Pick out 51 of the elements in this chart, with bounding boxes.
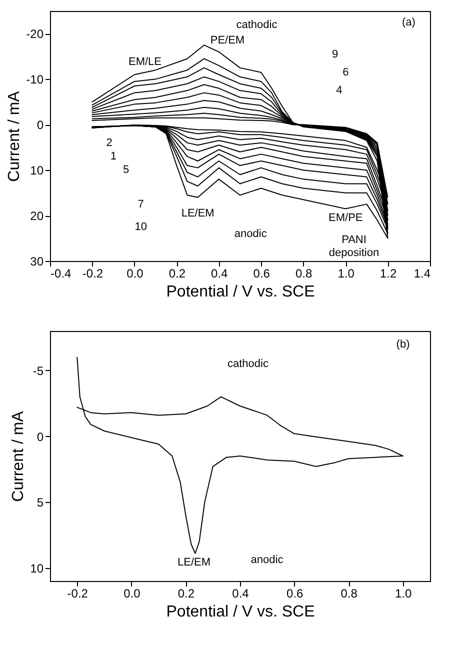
x-tick-label: 1.2 xyxy=(380,266,397,280)
annotation: EM/LE xyxy=(128,56,162,68)
x-tick-label: 0.2 xyxy=(168,266,186,280)
x-tick-label: 0.8 xyxy=(295,266,312,280)
y-tick-label: 10 xyxy=(30,561,44,576)
x-tick-label: 1.0 xyxy=(338,266,355,280)
x-tick-label: 0.2 xyxy=(178,586,195,600)
x-tick-label: -0.4 xyxy=(50,266,72,280)
annotation: 1 xyxy=(110,150,117,162)
x-tick-label: 0.4 xyxy=(211,266,228,280)
y-tick-label: -20 xyxy=(26,27,44,42)
y-tick-label: 5 xyxy=(36,496,44,510)
x-axis-title: Potential / V vs. SCE xyxy=(166,284,315,300)
x-tick-label: 0.0 xyxy=(126,266,144,280)
y-tick-label: 10 xyxy=(30,164,44,178)
x-tick-label: 0.8 xyxy=(340,586,358,600)
annotation: anodic xyxy=(250,554,284,566)
y-tick-label: 20 xyxy=(30,209,44,224)
annotation: 7 xyxy=(138,198,144,210)
annotation: anodic xyxy=(234,228,268,240)
x-tick-label: 0.6 xyxy=(253,266,270,280)
annotation: 10 xyxy=(134,221,147,233)
annotation: PANI deposition xyxy=(328,234,380,259)
annotation: PE/EM xyxy=(210,34,245,46)
annotation: LE/EM xyxy=(178,556,211,568)
y-axis-title: Current / mA xyxy=(10,410,28,502)
annotation: EM/PE xyxy=(328,212,363,224)
annotation: cathodic xyxy=(236,18,278,31)
annotation: 5 xyxy=(122,164,130,176)
x-tick-label: 1.0 xyxy=(395,586,412,600)
annotation: cathodic xyxy=(227,358,269,370)
x-tick-label: 1.4 xyxy=(414,266,431,280)
y-tick-label: -10 xyxy=(26,72,44,87)
x-tick-label: 0.4 xyxy=(232,586,250,600)
x-axis-title: Potential / V vs. SCE xyxy=(166,604,315,620)
annotation: LE/EM xyxy=(181,207,214,220)
y-tick-label: 0 xyxy=(36,430,44,444)
annotation: (a) xyxy=(402,16,416,28)
y-axis-title: Current / mA xyxy=(6,90,24,182)
annotation: 4 xyxy=(336,84,342,96)
x-tick-label: -0.2 xyxy=(67,586,88,600)
x-tick-label: 0.0 xyxy=(124,586,141,600)
y-tick-label: -5 xyxy=(32,364,44,378)
annotation: (b) xyxy=(396,338,410,350)
annotation: 9 xyxy=(332,48,338,60)
x-tick-label: 0.6 xyxy=(286,586,304,600)
annotation: 2 xyxy=(106,136,112,149)
y-tick-label: 30 xyxy=(30,254,44,268)
y-tick-label: 0 xyxy=(36,118,44,132)
x-tick-label: -0.2 xyxy=(82,266,104,280)
annotation: 6 xyxy=(342,66,349,78)
